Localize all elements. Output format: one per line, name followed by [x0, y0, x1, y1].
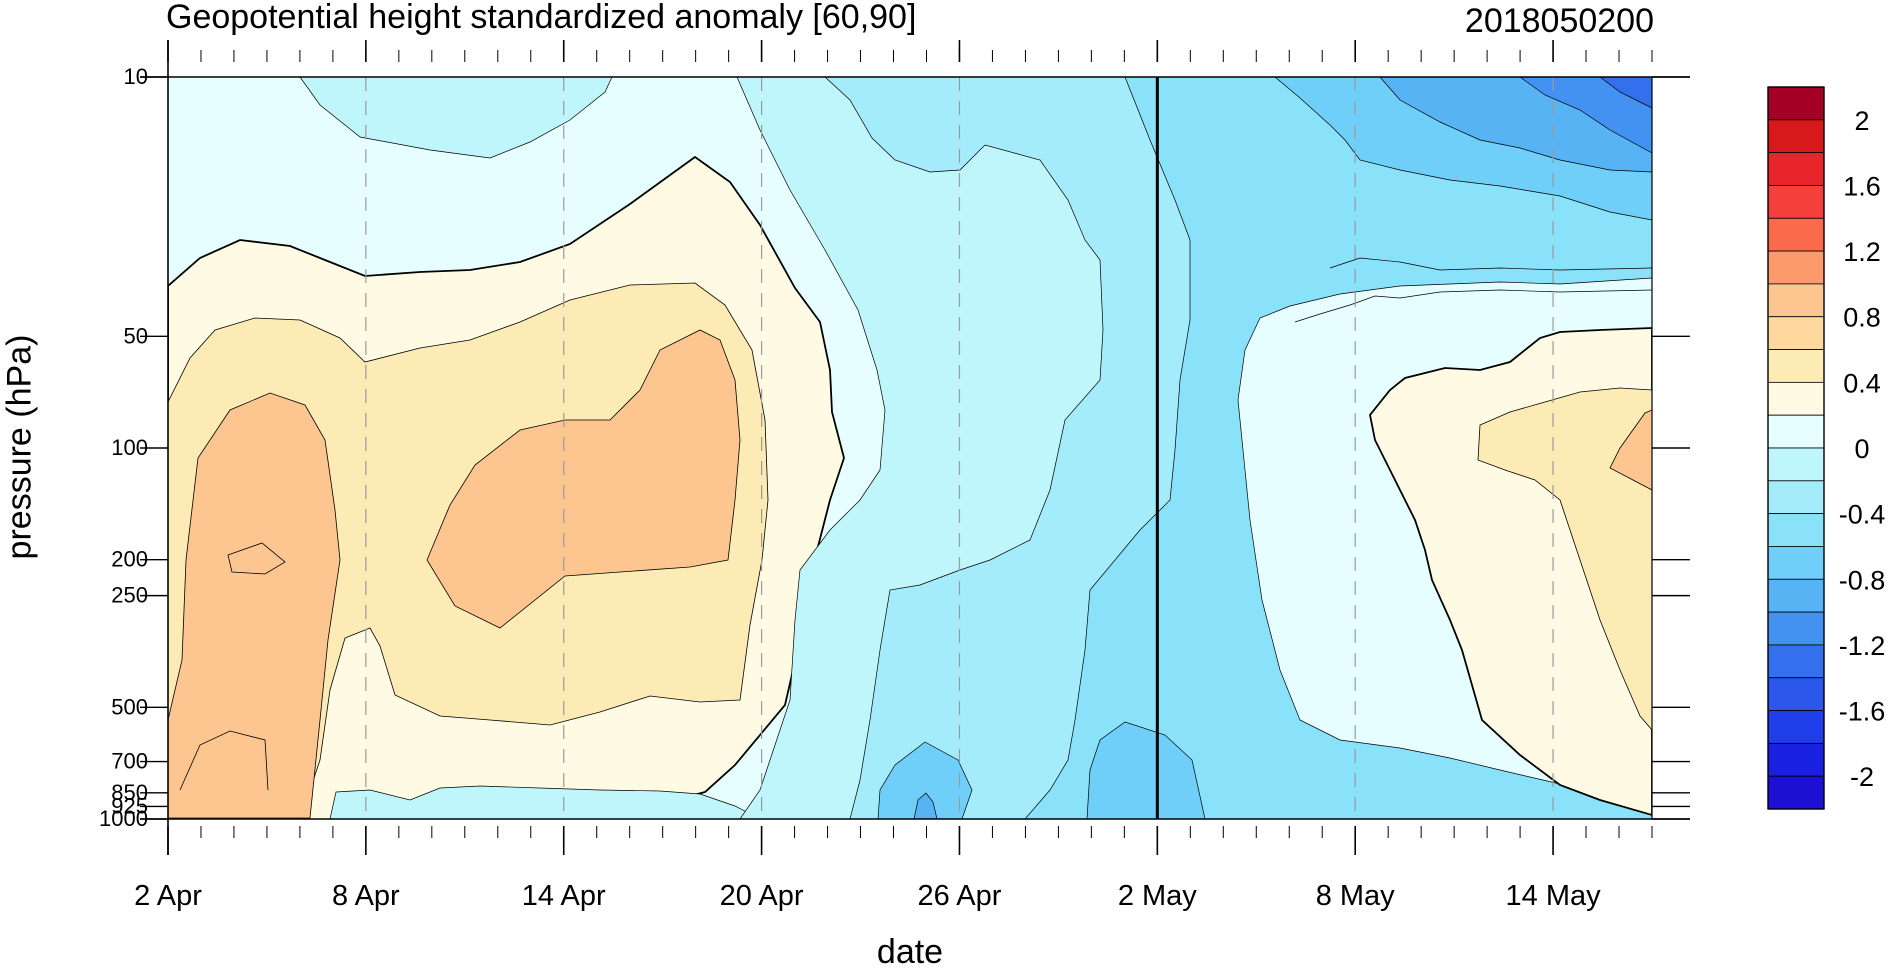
colorbar-box: [1767, 86, 1825, 121]
colorbar-box: [1767, 742, 1825, 777]
y-tick-label: 100: [111, 435, 148, 460]
colorbar-frame: [1767, 86, 1825, 810]
colorbar-label: 0.4: [1843, 368, 1881, 398]
colorbar-label: 1.6: [1843, 171, 1881, 201]
x-tick-label: 14 Apr: [522, 880, 606, 912]
x-tick-label: 8 May: [1316, 880, 1395, 912]
colorbar-label: -1.2: [1839, 631, 1886, 661]
x-tick-label: 8 Apr: [332, 880, 400, 912]
anomaly-contour-fill: [168, 77, 1652, 819]
contour-band: [426, 329, 741, 629]
x-tick-label: 26 Apr: [918, 880, 1002, 912]
contour-band: [299, 77, 613, 159]
colorbar-box: [1767, 217, 1825, 252]
contour-band: [877, 741, 973, 819]
y-tick-label: 850: [111, 780, 148, 805]
contour-band: [329, 785, 761, 819]
colorbar-label: 0: [1854, 434, 1869, 464]
colorbar-label: -1.6: [1839, 697, 1886, 727]
y-tick-label: 500: [111, 694, 148, 719]
x-axis-label: date: [876, 933, 944, 971]
colorbar-box: [1767, 710, 1825, 744]
colorbar-box: [1767, 349, 1825, 383]
y-tick-label: 250: [111, 583, 148, 608]
colorbar-label: 2: [1854, 106, 1869, 136]
colorbar-box: [1767, 447, 1825, 482]
colorbar-box: [1767, 578, 1825, 613]
chart-date-stamp: 2018050200: [1464, 2, 1654, 40]
colorbar-box: [1767, 250, 1825, 285]
contour-band: [227, 542, 286, 575]
x-tick-label: 2 Apr: [134, 880, 202, 912]
contour-band: [179, 730, 269, 791]
colorbar-box: [1767, 513, 1825, 547]
y-tick-label: 50: [124, 323, 148, 348]
colorbar-box: [1767, 775, 1825, 810]
contour-band: [1086, 721, 1206, 819]
colorbar-box: [1767, 283, 1825, 318]
colorbar-label: -0.8: [1839, 565, 1886, 595]
colorbar-box: [1767, 316, 1825, 350]
colorbar: 2 1.6 1.2 0.8 0.4 0 -0.4 -0.8 -1.2 -1.6 -2: [1767, 86, 1886, 810]
x-tick-label: 20 Apr: [720, 880, 804, 912]
colorbar-box: [1767, 644, 1825, 679]
colorbar-box: [1767, 480, 1825, 515]
colorbar-label: 0.8: [1843, 303, 1881, 333]
contour-band: [1599, 77, 1652, 109]
colorbar-box: [1767, 381, 1825, 416]
colorbar-label: -0.4: [1839, 500, 1886, 530]
contour-band: [1519, 77, 1652, 154]
colorbar-label: -2: [1850, 762, 1874, 792]
x-tick-label: 2 May: [1118, 880, 1197, 912]
colorbar-box: [1767, 677, 1825, 711]
contour-band: [1329, 257, 1652, 271]
contour-band: [1477, 387, 1652, 731]
colorbar-box: [1767, 119, 1825, 154]
colorbar-box: [1767, 546, 1825, 580]
chart-title: Geopotential height standardized anomaly…: [166, 0, 917, 36]
colorbar-label: 1.2: [1843, 237, 1881, 267]
y-tick-label: 925: [111, 793, 148, 818]
y-tick-label: 200: [111, 547, 148, 572]
y-tick-label: 700: [111, 749, 148, 774]
colorbar-box: [1767, 414, 1825, 449]
contour-band: [1609, 409, 1652, 491]
colorbar-box: [1767, 152, 1825, 186]
y-tick-label: 1000: [99, 806, 148, 831]
colorbar-box: [1767, 611, 1825, 646]
contour-band: [1294, 289, 1652, 323]
colorbar-box: [1767, 185, 1825, 219]
contour-band: [913, 792, 938, 819]
contour-band: [168, 392, 341, 819]
x-tick-label: 14 May: [1506, 880, 1602, 912]
